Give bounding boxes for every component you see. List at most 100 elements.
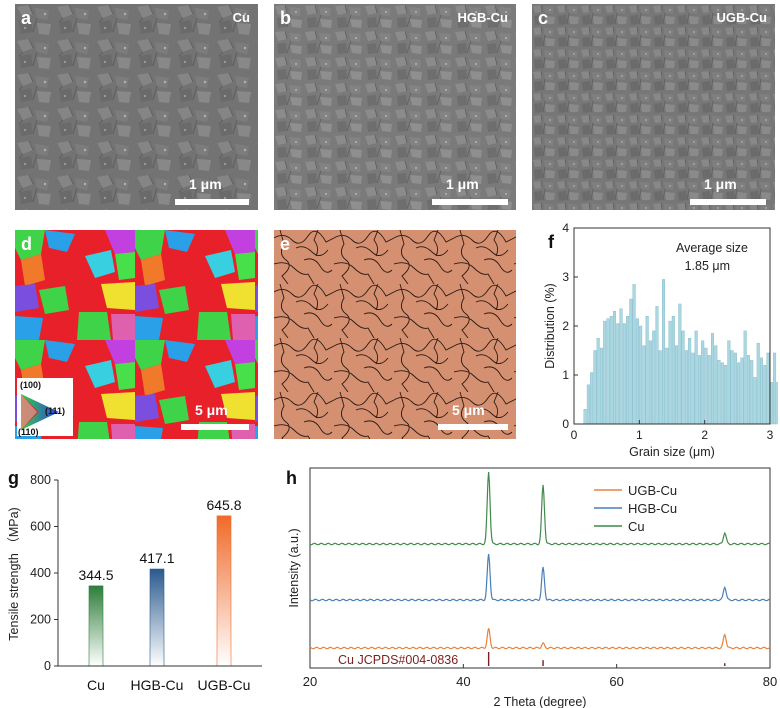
histogram-bar	[684, 350, 688, 425]
histogram-bar	[697, 355, 701, 425]
legend-label: Cu	[628, 519, 645, 534]
scale-bar-label-a: 1 μm	[189, 176, 222, 192]
histogram-bar	[759, 357, 764, 425]
x-axis-title-f: Grain size (μm)	[629, 445, 715, 459]
histogram-bar	[593, 350, 597, 425]
sem-image-ugb-cu: c UGB-Cu 1 μm	[532, 4, 775, 210]
histogram-bar	[727, 340, 731, 425]
xrd-frame	[309, 467, 771, 669]
sample-label-ugb-cu: UGB-Cu	[716, 10, 767, 25]
grain-boundary-map: e 5 μm	[274, 230, 516, 439]
scale-bar-b	[432, 199, 508, 205]
reference-card-label: Cu JCPDS#004-0836	[338, 653, 458, 667]
histogram-bar	[691, 352, 695, 425]
histogram-bar	[730, 350, 734, 425]
histogram-bar	[737, 362, 741, 425]
histogram-bar	[743, 330, 747, 425]
histogram-bar	[648, 340, 652, 425]
scale-bar-c	[690, 199, 766, 205]
histogram-bar	[704, 347, 708, 425]
histogram-bar	[756, 342, 760, 425]
scale-bar-e	[438, 424, 508, 430]
ebsd-map: d (100) (111) (110) 5 μm	[15, 230, 258, 439]
x-axis-title-h: 2 Theta (degree)	[494, 695, 587, 708]
scale-bar-label-b: 1 μm	[446, 176, 479, 192]
panel-label-a: a	[21, 8, 32, 28]
histogram-bar	[753, 377, 757, 425]
y-tick-label-g: 400	[30, 566, 51, 580]
y-tick-label-g: 0	[44, 659, 51, 673]
histogram-bar	[622, 323, 626, 425]
histogram-bar	[681, 330, 685, 425]
sem-image-cu: a Cu 1 μm	[15, 4, 258, 210]
y-tick-label-g: 800	[30, 473, 51, 487]
histogram-bar	[596, 338, 600, 425]
histogram-bar	[603, 320, 607, 425]
y-tick-label-f: 2	[562, 319, 569, 333]
histogram-bar	[701, 340, 705, 425]
category-label-g: UGB-Cu	[198, 677, 251, 693]
histogram-bar	[773, 352, 777, 425]
histogram-bar	[688, 338, 692, 425]
strength-value-label: 417.1	[139, 550, 174, 566]
scale-bar-label-d: 5 μm	[195, 402, 228, 418]
panel-label-g: g	[8, 468, 19, 488]
ipf-legend-110: (110)	[18, 427, 39, 437]
scale-bar-d	[181, 424, 249, 430]
sample-label-hgb-cu: HGB-Cu	[457, 10, 508, 25]
xrd-pattern-chart: h 20 40 60 80 UGB-Cu HGB-Cu Cu Cu JCPDS#004-0…	[286, 467, 777, 708]
histogram-bar	[586, 384, 590, 425]
histogram-bar	[609, 315, 613, 425]
tensile-strength-chart: g 0 200 400 600 800 344.5 Cu 417.1 HGB-Cu 645.8 U…	[7, 468, 262, 693]
y-axis-title-h: Intensity (a.u.)	[287, 528, 301, 607]
histogram-bar	[740, 357, 744, 425]
y-axis-title-g: Tensile strength （MPa)	[7, 507, 21, 640]
histogram-bar	[724, 364, 728, 425]
histogram-bar	[707, 355, 711, 425]
histogram-bar	[776, 382, 778, 425]
panel-label-h: h	[286, 468, 297, 488]
x-tick-label-f: 1	[636, 428, 643, 442]
ipf-legend-100: (100)	[20, 380, 42, 390]
histogram-bar	[668, 320, 672, 425]
histogram-bar	[710, 333, 715, 425]
average-size-value: 1.85 μm	[685, 259, 730, 273]
y-tick-label-g: 200	[30, 613, 51, 627]
histogram-bar	[629, 298, 633, 425]
histogram-bar	[639, 325, 643, 425]
histogram-bar	[590, 372, 594, 425]
histogram-bar	[763, 364, 767, 425]
histogram-bar	[750, 360, 754, 425]
histogram-bar	[714, 345, 718, 425]
scale-bar-label-e: 5 μm	[452, 402, 485, 418]
panel-label-d: d	[21, 234, 32, 254]
histogram-bar	[612, 311, 617, 425]
xrd-series-line	[309, 553, 770, 602]
x-tick-label-f: 2	[701, 428, 708, 442]
scale-bar-a	[175, 199, 249, 205]
strength-value-label: 344.5	[78, 567, 113, 583]
y-tick-label-f: 3	[562, 270, 569, 284]
histogram-bar	[717, 360, 721, 425]
histogram-bar	[678, 303, 682, 425]
xrd-series-line	[309, 628, 771, 650]
x-tick-label-h: 20	[303, 674, 317, 689]
x-tick-label-h: 40	[456, 674, 470, 689]
histogram-bar	[645, 315, 649, 425]
histogram-bar	[635, 318, 639, 425]
panel-label-c: c	[538, 8, 549, 28]
histogram-bar	[746, 355, 750, 425]
y-tick-label-g: 600	[30, 520, 51, 534]
y-tick-label-f: 1	[562, 368, 569, 382]
panel-label-f: f	[548, 232, 555, 252]
histogram-bar	[661, 279, 666, 425]
histogram-bar	[652, 330, 656, 425]
x-tick-label-f: 0	[571, 428, 578, 442]
histogram-bar	[694, 330, 698, 425]
strength-bar	[149, 568, 165, 667]
legend-label: UGB-Cu	[628, 483, 677, 498]
histogram-bar	[619, 308, 623, 425]
histogram-bar	[720, 362, 724, 425]
legend-label: HGB-Cu	[628, 501, 677, 516]
strength-bar	[216, 515, 232, 667]
